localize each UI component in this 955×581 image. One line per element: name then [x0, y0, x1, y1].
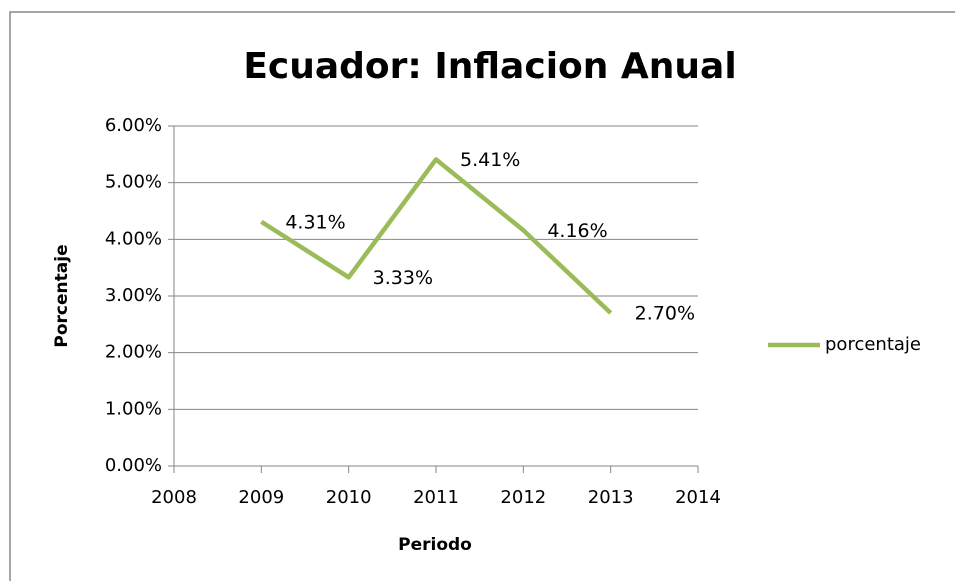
data-label: 3.33% [373, 267, 433, 289]
x-tick-label: 2008 [151, 487, 197, 508]
y-axis-label: Porcentaje [52, 244, 72, 347]
chart-border [9, 11, 955, 581]
x-tick-label: 2012 [500, 487, 546, 508]
x-tick-label: 2010 [326, 487, 372, 508]
legend-label: porcentaje [825, 334, 921, 355]
y-tick-label: 2.00% [105, 342, 162, 363]
x-tick-label: 2014 [675, 487, 721, 508]
series-line [260, 157, 613, 315]
chart-title: Ecuador: Inflacion Anual [243, 46, 736, 87]
x-tick-label: 2013 [588, 487, 634, 508]
data-label: 2.70% [635, 303, 695, 325]
data-label: 4.16% [547, 220, 607, 242]
y-tick-label: 1.00% [105, 398, 162, 419]
x-tick-label: 2009 [238, 487, 284, 508]
y-tick-label: 6.00% [105, 115, 162, 136]
x-axis-label: Periodo [398, 535, 472, 555]
data-label: 5.41% [460, 149, 520, 171]
y-tick-label: 0.00% [105, 455, 162, 476]
y-tick-label: 5.00% [105, 172, 162, 193]
y-tick-label: 3.00% [105, 285, 162, 306]
x-tick-label: 2011 [413, 487, 459, 508]
data-label: 4.31% [285, 211, 345, 233]
y-tick-label: 4.00% [105, 228, 162, 249]
